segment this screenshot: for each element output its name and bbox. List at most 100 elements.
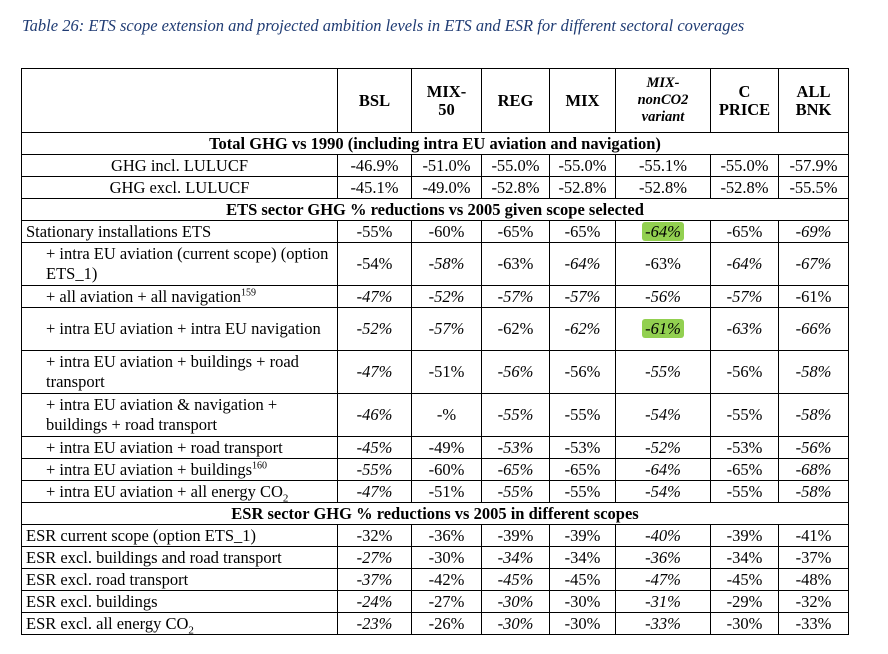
value-cell: -55.5% <box>778 176 849 199</box>
value-cell: -33% <box>615 612 711 635</box>
value-cell: -58% <box>778 480 849 503</box>
cell-value: -30% <box>564 591 601 611</box>
value-cell: -30% <box>481 612 550 635</box>
cell-value: -47% <box>356 362 393 381</box>
table-row: Stationary installations ETS -55% -60% -65%… <box>21 220 849 243</box>
value-cell: -58% <box>778 350 849 394</box>
cell-value: -37% <box>356 569 393 589</box>
cell-value: -53% <box>564 437 601 457</box>
value-cell: -64% <box>615 220 711 243</box>
cell-value: -52.8% <box>558 177 607 197</box>
value-cell: -55.0% <box>710 154 779 177</box>
value-cell: -42% <box>411 568 482 591</box>
value-cell: -55% <box>615 350 711 394</box>
value-cell: -46% <box>337 393 412 437</box>
cell-value: -67% <box>795 254 832 273</box>
value-cell: -57.9% <box>778 154 849 177</box>
cell-value: -% <box>436 405 457 424</box>
cell-value: -39% <box>564 525 601 545</box>
value-cell: -56% <box>710 350 779 394</box>
row-label: + intra EU aviation + buildings160 <box>21 458 338 481</box>
table-row: ESR excl. all energy CO2 -23% -26% -30% -30%… <box>21 612 849 636</box>
section-title: ETS sector GHG % reductions vs 2005 give… <box>21 198 849 221</box>
row-label: ESR excl. road transport <box>21 568 338 591</box>
cell-value: -55% <box>564 481 601 501</box>
cell-value: -63% <box>726 319 763 338</box>
value-cell: -69% <box>778 220 849 243</box>
table-row: + intra EU aviation & navigation + build… <box>21 393 849 437</box>
section-title: ESR sector GHG % reductions vs 2005 in d… <box>21 502 849 525</box>
value-cell: -34% <box>481 546 550 569</box>
cell-value: -30% <box>497 613 534 633</box>
cell-value: -56% <box>497 362 534 381</box>
cell-value: -46.9% <box>350 155 399 175</box>
value-cell: -61% <box>615 307 711 351</box>
cell-value: -55.1% <box>638 155 688 175</box>
value-cell: -63% <box>481 242 550 286</box>
cell-value: -65% <box>726 459 763 479</box>
row-label: ESR excl. buildings and road transport <box>21 546 338 569</box>
value-cell: -55% <box>549 480 616 503</box>
cell-value: -24% <box>356 591 393 611</box>
cell-value: -57% <box>564 286 601 306</box>
value-cell: -49% <box>411 436 482 459</box>
value-cell: -48% <box>778 568 849 591</box>
value-cell: -54% <box>615 393 711 437</box>
cell-value: -60% <box>428 459 465 479</box>
cell-value: -45% <box>726 569 763 589</box>
subscript: 2 <box>188 623 194 636</box>
section-header-row: ESR sector GHG % reductions vs 2005 in d… <box>21 502 849 525</box>
value-cell: -45% <box>549 568 616 591</box>
cell-value: -55% <box>564 405 601 424</box>
column-header-all-bnk: ALL BNK <box>778 68 849 133</box>
cell-value: -52.8% <box>720 177 769 197</box>
value-cell: -45% <box>481 568 550 591</box>
cell-value: -45% <box>564 569 601 589</box>
value-cell: -65% <box>710 458 779 481</box>
cell-value: -34% <box>564 547 601 567</box>
value-cell: -58% <box>411 242 482 286</box>
cell-value: -52.8% <box>491 177 540 197</box>
row-label: + intra EU aviation + road transport <box>21 436 338 459</box>
value-cell: -60% <box>411 220 482 243</box>
cell-value: -68% <box>795 459 832 479</box>
value-cell: -58% <box>778 393 849 437</box>
section-header-row: Total GHG vs 1990 (including intra EU av… <box>21 132 849 155</box>
value-cell: -63% <box>615 242 711 286</box>
cell-value: -57% <box>428 319 465 338</box>
row-label: + intra EU aviation & navigation + build… <box>21 393 338 437</box>
value-cell: -36% <box>615 546 711 569</box>
cell-value: -51.0% <box>422 155 471 175</box>
value-cell: -51.0% <box>411 154 482 177</box>
cell-value: -55% <box>497 405 534 424</box>
footnote-ref: 160 <box>252 460 268 471</box>
cell-value: -47% <box>645 569 681 589</box>
table-row: ESR excl. buildings -24% -27% -30% -30% -31% -… <box>21 590 849 613</box>
value-cell: -30% <box>549 590 616 613</box>
table-row: GHG excl. LULUCF -45.1% -49.0% -52.8% -52.8%… <box>21 176 849 199</box>
highlighted-value: -61% <box>642 319 684 338</box>
value-cell: -55% <box>481 393 550 437</box>
value-cell: -52% <box>337 307 412 351</box>
cell-value: -51% <box>428 481 465 501</box>
value-cell: -61% <box>778 285 849 308</box>
header-empty-cell <box>21 68 338 133</box>
value-cell: -47% <box>337 480 412 503</box>
value-cell: -39% <box>481 524 550 547</box>
value-cell: -65% <box>481 458 550 481</box>
cell-value: -65% <box>497 459 534 479</box>
value-cell: -57% <box>710 285 779 308</box>
cell-value: -60% <box>428 221 465 241</box>
value-cell: -65% <box>549 458 616 481</box>
value-cell: -52% <box>615 436 711 459</box>
table-row: ESR excl. buildings and road transport -2… <box>21 546 849 569</box>
footnote-ref: 159 <box>241 287 257 298</box>
value-cell: -30% <box>411 546 482 569</box>
column-header-reg: REG <box>481 68 550 133</box>
cell-value: -39% <box>497 525 534 545</box>
value-cell: -47% <box>337 350 412 394</box>
cell-value: -49.0% <box>422 177 471 197</box>
cell-value: -29% <box>726 591 763 611</box>
value-cell: -55% <box>710 393 779 437</box>
value-cell: -64% <box>549 242 616 286</box>
